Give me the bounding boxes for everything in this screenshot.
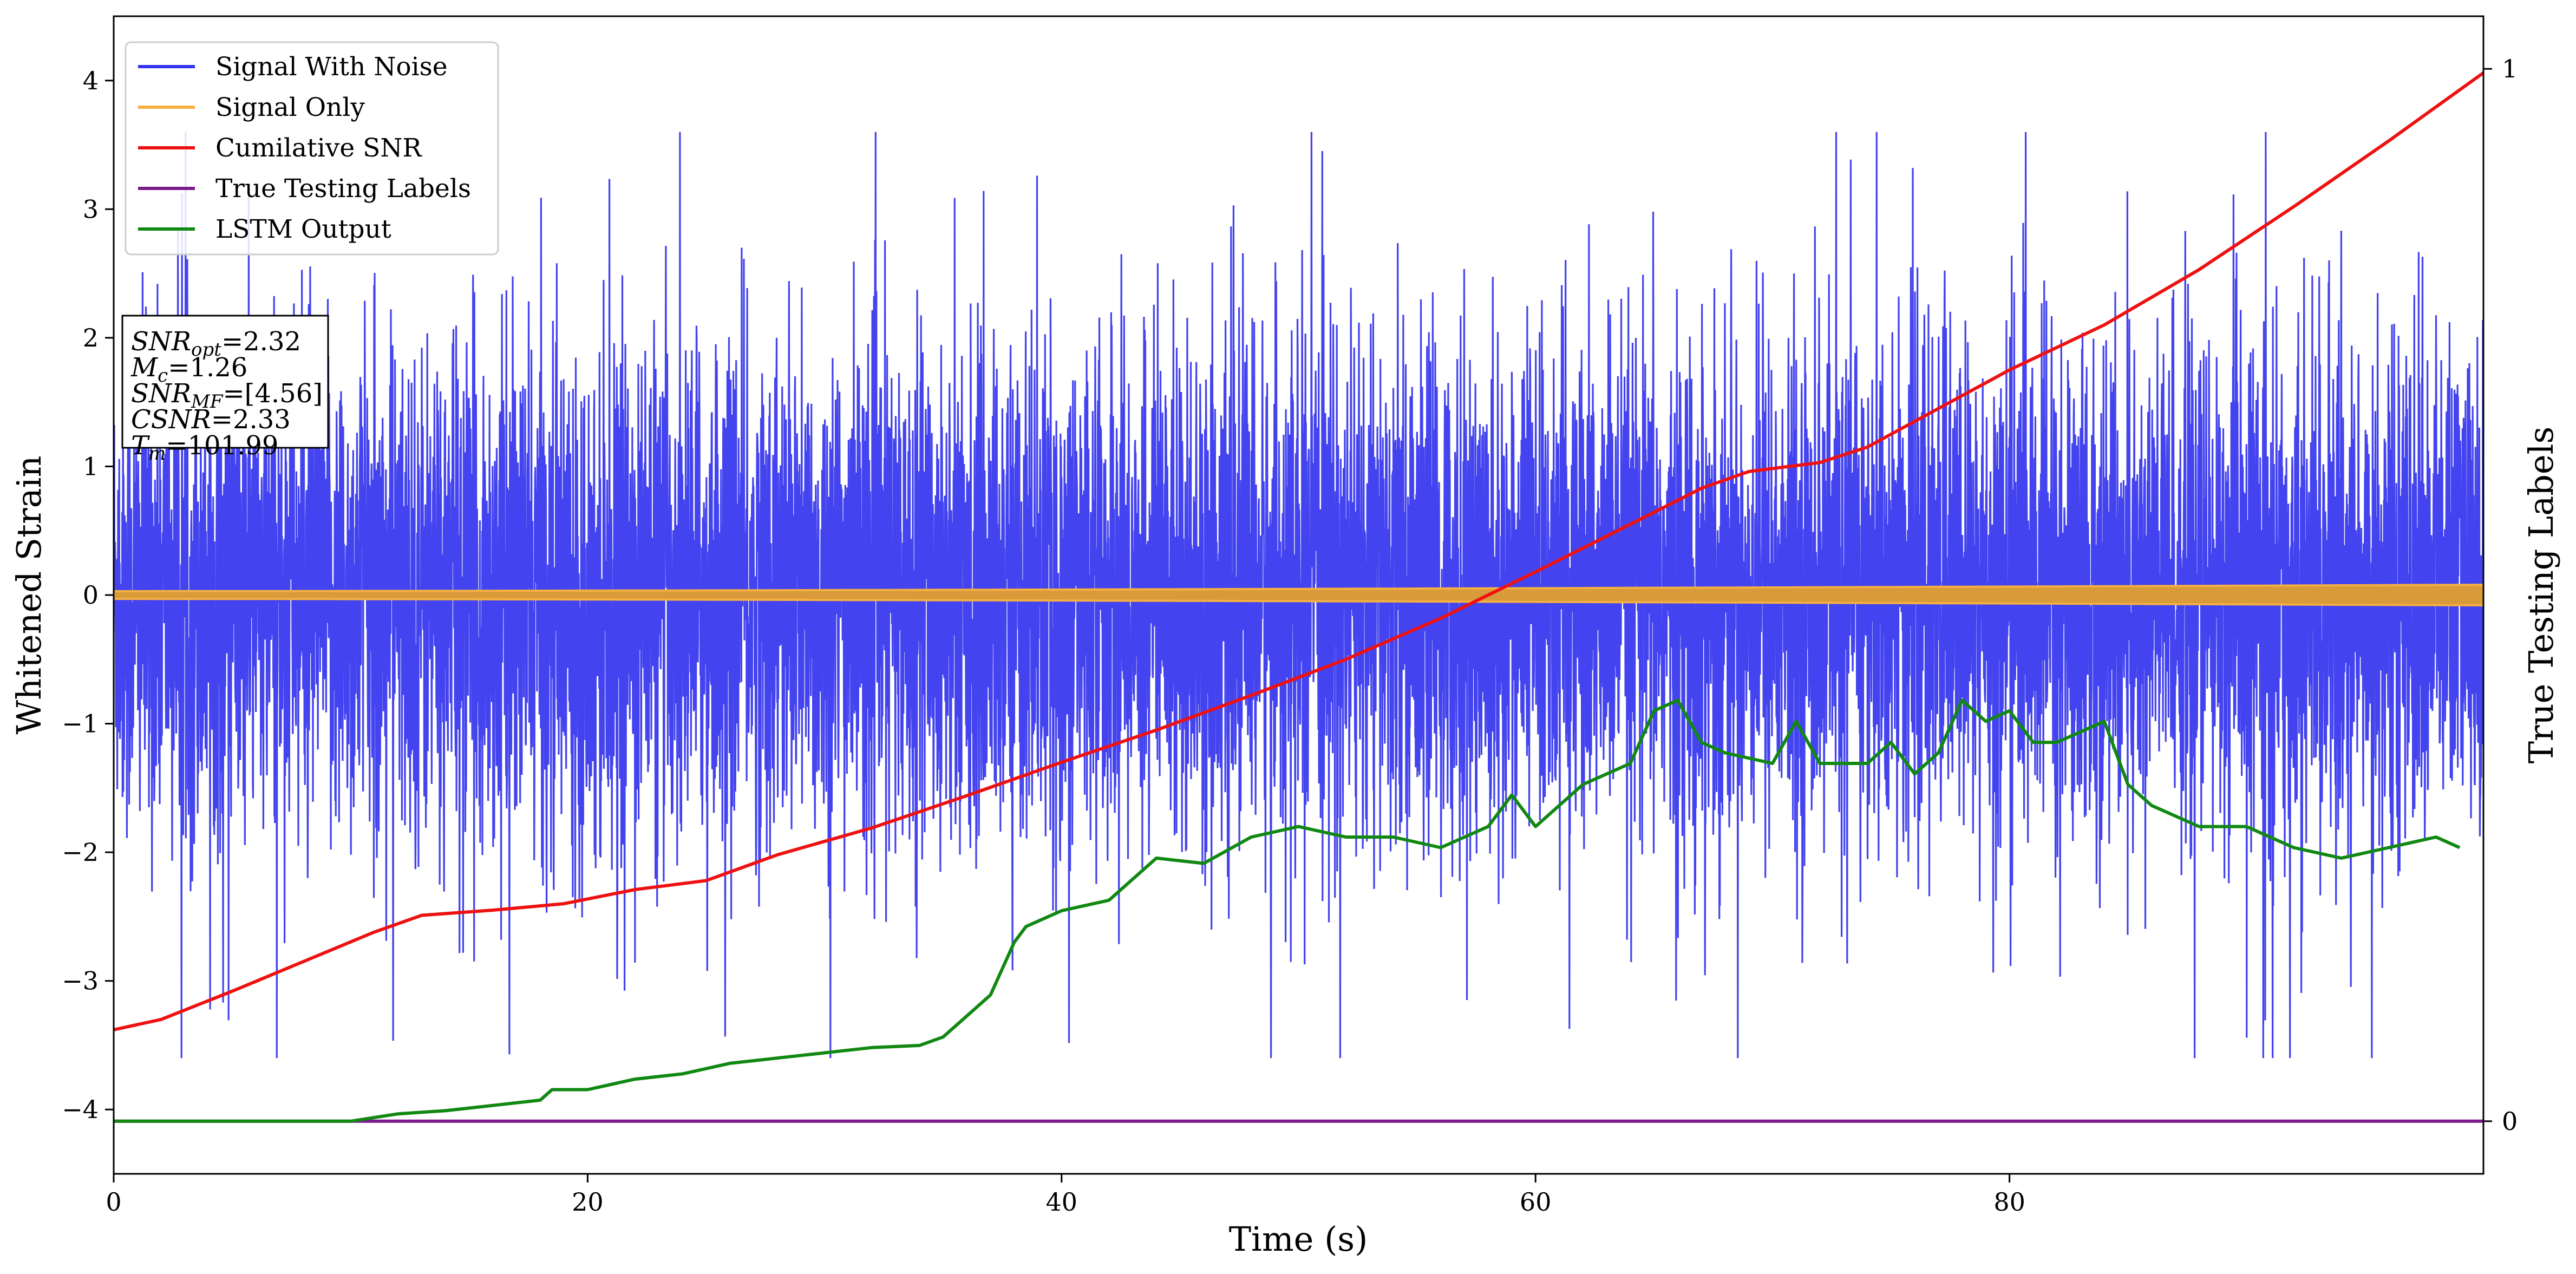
annotation-line: Tm=101.99 [131, 430, 278, 465]
annotation-line: SNRopt=2.32 [131, 326, 301, 361]
legend-entry-label: Signal With Noise [215, 52, 448, 82]
plot-area [114, 71, 2483, 1123]
series-lstm-output-line [114, 698, 2461, 1123]
y-tick-label: −3 [62, 966, 99, 996]
x-tick-label: 60 [1520, 1187, 1552, 1217]
annotation-line: Mc=1.26 [130, 352, 247, 387]
series-signal-with-noise-line [114, 132, 2483, 1059]
legend-entry-label: LSTM Output [215, 214, 391, 244]
y2-tick-label: 1 [2502, 54, 2518, 83]
y-axis-title: Whitened Strain [9, 456, 49, 735]
y-tick-label: 4 [83, 66, 99, 95]
y-tick-label: 3 [83, 194, 99, 224]
x-tick-label: 20 [572, 1187, 604, 1217]
y-tick-label: 0 [83, 580, 99, 610]
y-tick-label: −2 [62, 838, 99, 867]
x-tick-label: 0 [106, 1187, 121, 1217]
y-tick-label: 1 [83, 452, 99, 481]
y2-tick-label: 0 [2502, 1107, 2518, 1136]
legend-entry-label: True Testing Labels [215, 174, 471, 204]
annotation-box: SNRopt=2.32Mc=1.26SNRMF=[4.56]CSNR=2.33T… [121, 315, 329, 465]
series-cumilative-snr-line [114, 71, 2483, 1031]
legend-entry-label: Cumilative SNR [215, 133, 422, 163]
series-signal-only-band [114, 583, 2483, 607]
annotation-box-frame [121, 315, 329, 449]
legend-entry-label: Signal Only [215, 93, 365, 122]
legend-frame [125, 41, 499, 256]
x-tick-label: 40 [1046, 1187, 1078, 1217]
x-axis-title: Time (s) [1229, 1219, 1368, 1259]
y2-axis-title: True Testing Labels [2521, 427, 2561, 764]
y-tick-label: 2 [83, 323, 99, 352]
x-tick-label: 80 [1993, 1187, 2025, 1217]
annotation-line: SNRMF=[4.56] [131, 378, 323, 413]
legend: Signal With Noise Signal Only Cumilative S… [125, 41, 499, 256]
y-tick-label: −1 [62, 709, 99, 739]
annotation-line: CSNR=2.33 [131, 404, 291, 435]
y-tick-label: −4 [62, 1095, 99, 1124]
axis-ticks: 0 20 40 60 80 4 3 2 1 0 −1 −2 −3 −4 1 0 [62, 54, 2518, 1217]
